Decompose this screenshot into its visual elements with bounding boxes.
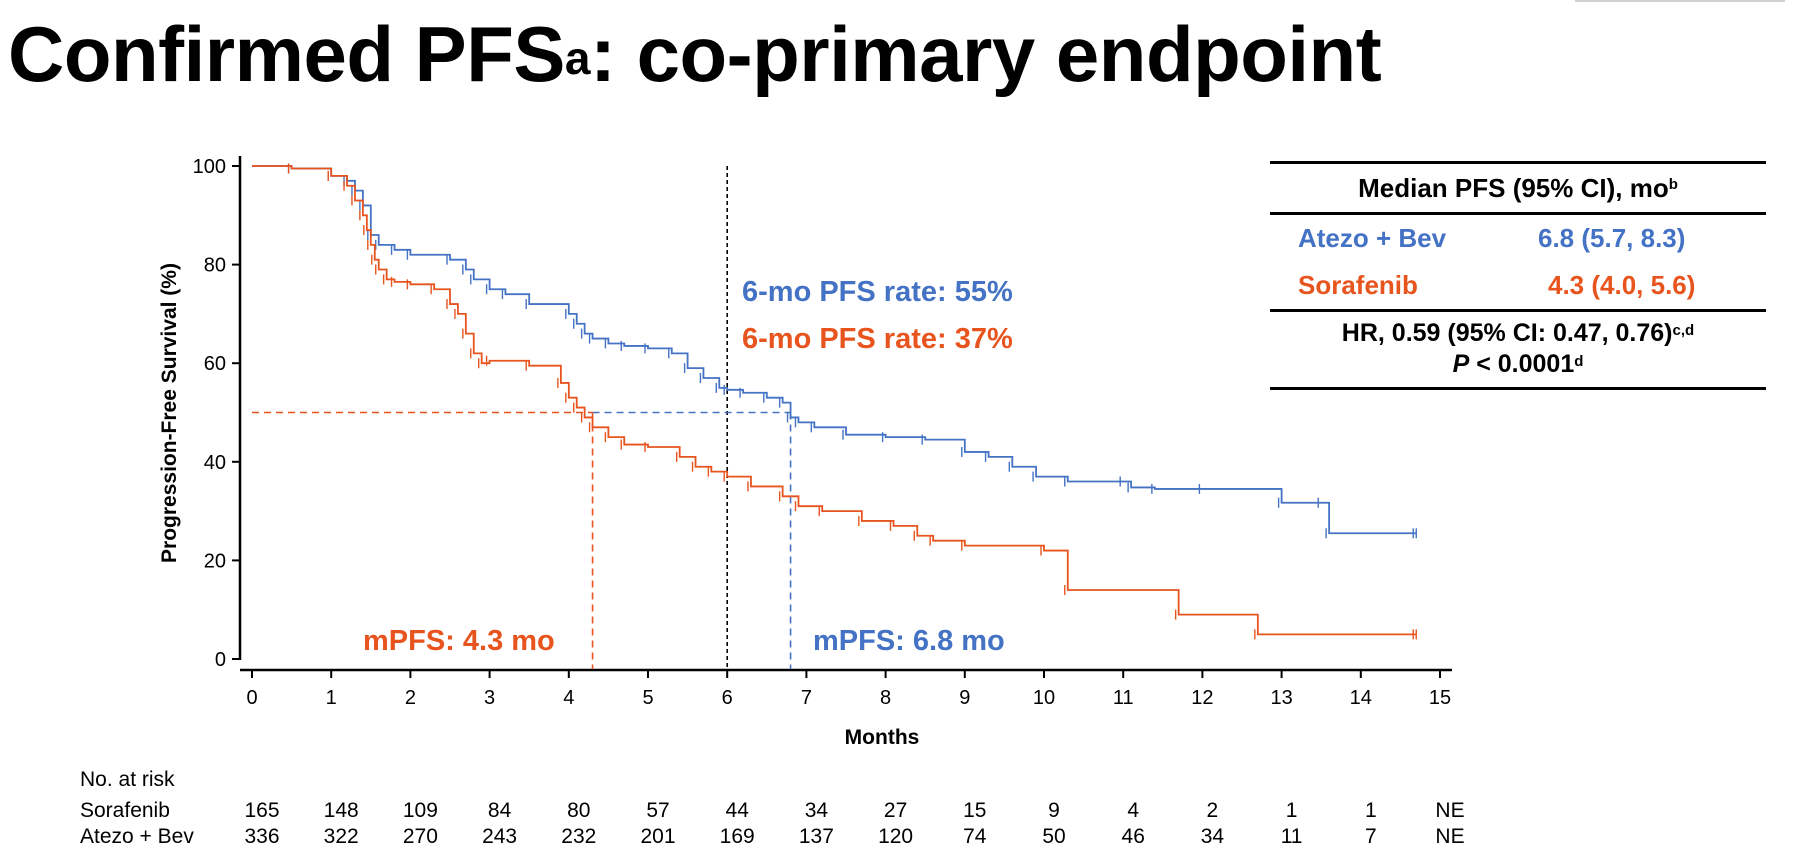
x-tick-label-15: 15 <box>1429 687 1451 709</box>
table-header-rule <box>1270 212 1766 215</box>
risk-value-atezo-bev-6: 169 <box>720 825 755 848</box>
x-tick-label-11: 11 <box>1113 687 1134 709</box>
chart-annotations: 6-mo PFS rate: 55% 6-mo PFS rate: 37% mP… <box>363 276 1013 657</box>
reference-lines <box>252 166 792 669</box>
x-tick-label-4: 4 <box>563 687 574 709</box>
risk-value-sorafenib-7: 34 <box>805 799 829 822</box>
annotation-6mo-atezo: 6-mo PFS rate: 55% <box>742 276 1013 308</box>
risk-value-atezo-bev-2: 270 <box>403 825 438 848</box>
x-tick-label-3: 3 <box>484 687 495 709</box>
x-tick-label-9: 9 <box>959 687 970 709</box>
table-bottom-rule <box>1270 387 1766 390</box>
x-axis-label: Months <box>845 726 920 749</box>
risk-value-atezo-bev-10: 50 <box>1042 825 1065 848</box>
risk-value-sorafenib-5: 57 <box>646 799 669 822</box>
slide-title-suffix: : co-primary endpoint <box>589 10 1382 98</box>
risk-value-sorafenib-15: NE <box>1435 799 1464 822</box>
km-curve-atezo-bev <box>252 165 1417 535</box>
risk-value-atezo-bev-8: 120 <box>878 825 913 848</box>
risk-value-atezo-bev-3: 243 <box>482 825 517 848</box>
risk-row-label-atezo-bev: Atezo + Bev <box>80 825 194 848</box>
km-curve-sorafenib <box>252 165 1417 636</box>
risk-value-atezo-bev-0: 336 <box>244 825 279 848</box>
risk-value-atezo-bev-1: 322 <box>324 825 359 848</box>
table-top-rule <box>1270 161 1766 164</box>
risk-row-label-sorafenib: Sorafenib <box>80 799 170 822</box>
x-tick-label-0: 0 <box>246 687 257 709</box>
row-arm-atezo: Atezo + Bev <box>1298 223 1447 253</box>
risk-value-atezo-bev-15: NE <box>1435 825 1464 848</box>
y-tick-label-40: 40 <box>204 452 226 474</box>
y-axis-label: Progression-Free Survival (%) <box>158 263 181 563</box>
risk-value-sorafenib-13: 1 <box>1286 799 1298 822</box>
y-tick-label-20: 20 <box>204 550 226 572</box>
table-row-sorafenib: Sorafenib 4.3 (4.0, 5.6) <box>1270 262 1766 309</box>
row-value-atezo: 6.8 (5.7, 8.3) <box>1538 223 1686 253</box>
hazard-ratio-block: HR, 0.59 (95% CI: 0.47, 0.76)c,d P < 0.0… <box>1270 312 1766 387</box>
risk-value-sorafenib-9: 15 <box>963 799 986 822</box>
x-tick-label-13: 13 <box>1270 687 1292 709</box>
risk-value-sorafenib-1: 148 <box>324 799 359 822</box>
risk-value-atezo-bev-4: 232 <box>561 825 596 848</box>
x-tick-label-10: 10 <box>1033 687 1055 709</box>
risk-value-atezo-bev-7: 137 <box>799 825 834 848</box>
row-value-sorafenib: 4.3 (4.0, 5.6) <box>1548 270 1696 300</box>
table-header-sup: b <box>1668 176 1678 193</box>
hazard-ratio-line: HR, 0.59 (95% CI: 0.47, 0.76)c,d <box>1270 318 1766 349</box>
y-tick-label-60: 60 <box>204 353 226 375</box>
slide-title: Confirmed PFSa: co-primary endpoint <box>8 6 1382 102</box>
x-tick-label-12: 12 <box>1191 687 1213 709</box>
risk-value-sorafenib-4: 80 <box>567 799 590 822</box>
x-tick-label-6: 6 <box>722 687 733 709</box>
x-tick-label-7: 7 <box>801 687 812 709</box>
risk-value-sorafenib-14: 1 <box>1365 799 1377 822</box>
p-value-line: P < 0.0001d <box>1270 349 1766 380</box>
risk-value-atezo-bev-12: 34 <box>1201 825 1225 848</box>
hazard-ratio-sup: c,d <box>1672 322 1695 339</box>
x-tick-label-5: 5 <box>642 687 653 709</box>
p-value-text: < 0.0001 <box>1469 350 1575 378</box>
risk-value-atezo-bev-11: 46 <box>1122 825 1145 848</box>
slide-title-main: Confirmed PFS <box>8 10 565 98</box>
risk-value-atezo-bev-5: 201 <box>640 825 675 848</box>
annotation-mpfs-sorafenib: mPFS: 4.3 mo <box>363 625 555 657</box>
p-label: P <box>1452 350 1470 378</box>
y-tick-label-80: 80 <box>204 255 226 277</box>
x-tick-label-8: 8 <box>880 687 891 709</box>
corner-decoration-line <box>1575 0 1785 2</box>
risk-value-sorafenib-12: 2 <box>1207 799 1219 822</box>
table-mid-rule <box>1270 309 1766 312</box>
p-value-sup: d <box>1574 353 1584 370</box>
risk-value-sorafenib-10: 9 <box>1048 799 1060 822</box>
risk-value-sorafenib-2: 109 <box>403 799 438 822</box>
risk-value-sorafenib-8: 27 <box>884 799 907 822</box>
x-tick-label-14: 14 <box>1350 687 1372 709</box>
risk-value-atezo-bev-9: 74 <box>963 825 987 848</box>
risk-value-atezo-bev-13: 11 <box>1281 825 1303 848</box>
hazard-ratio-text: HR, 0.59 (95% CI: 0.47, 0.76) <box>1341 319 1673 347</box>
risk-table-heading: No. at risk <box>80 768 175 791</box>
row-arm-sorafenib: Sorafenib <box>1298 270 1418 300</box>
median-pfs-table: Median PFS (95% CI), mob Atezo + Bev 6.8… <box>1270 161 1766 390</box>
annotation-6mo-sorafenib: 6-mo PFS rate: 37% <box>742 323 1013 355</box>
risk-value-sorafenib-6: 44 <box>726 799 750 822</box>
risk-value-atezo-bev-14: 7 <box>1365 825 1377 848</box>
risk-value-sorafenib-11: 4 <box>1127 799 1139 822</box>
slide-title-superscript: a <box>564 32 591 84</box>
annotation-mpfs-atezo: mPFS: 6.8 mo <box>813 625 1005 657</box>
km-curves <box>252 163 1417 640</box>
risk-table: No. at risk Sorafenib 165 148 109 84 80 57 44 34… <box>80 768 1465 848</box>
x-tick-label-1: 1 <box>326 687 337 709</box>
table-header: Median PFS (95% CI), mob <box>1270 164 1766 212</box>
risk-value-sorafenib-0: 165 <box>244 799 279 822</box>
y-tick-label-100: 100 <box>193 156 226 178</box>
table-row-atezo: Atezo + Bev 6.8 (5.7, 8.3) <box>1270 215 1766 262</box>
table-header-text: Median PFS (95% CI), mo <box>1358 173 1669 203</box>
risk-value-sorafenib-3: 84 <box>488 799 512 822</box>
x-tick-label-2: 2 <box>405 687 416 709</box>
y-tick-label-0: 0 <box>215 649 226 671</box>
